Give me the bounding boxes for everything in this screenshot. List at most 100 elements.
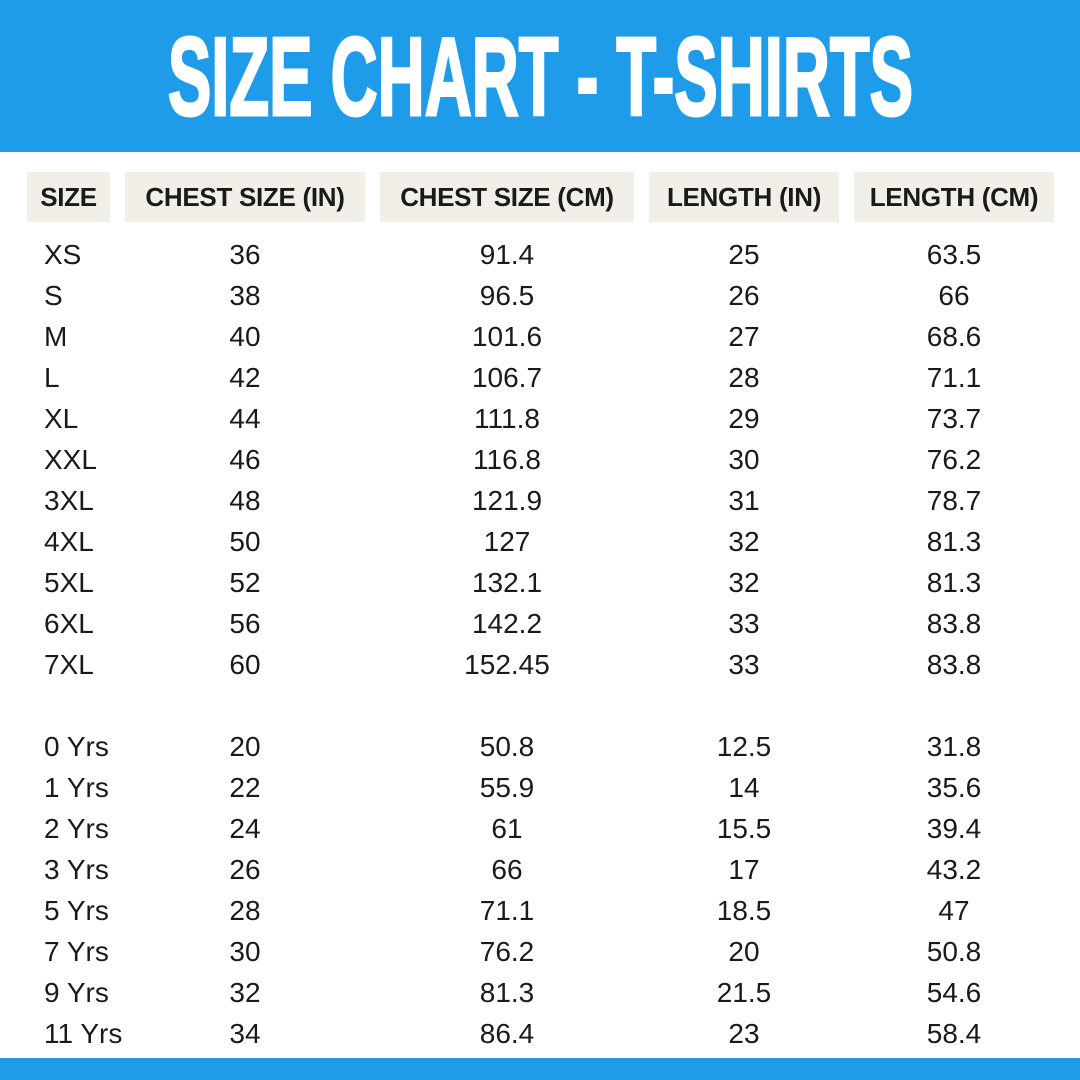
cell-chest-cm: 142.2 xyxy=(471,607,543,639)
cell-chest-in: 46 xyxy=(229,443,261,475)
cell-size: 1 Yrs xyxy=(44,771,109,803)
table-row: 3 Yrs 26 66 17 43.2 xyxy=(27,849,1054,890)
cell-length-cm: 54.6 xyxy=(926,976,982,1008)
cell-chest-cm: 66 xyxy=(491,853,523,885)
table-row: 2 Yrs 24 61 15.5 39.4 xyxy=(27,808,1054,849)
cell-size: 5 Yrs xyxy=(44,894,109,926)
table-header-row: SIZE CHEST SIZE (IN) CHEST SIZE (CM) LEN… xyxy=(27,172,1054,222)
cell-length-in: 20 xyxy=(728,935,760,967)
table-row: M 40 101.6 27 68.6 xyxy=(27,316,1054,357)
table-row: 9 Yrs 32 81.3 21.5 54.6 xyxy=(27,972,1054,1013)
cell-size: XXL xyxy=(44,443,97,475)
cell-length-cm: 81.3 xyxy=(926,525,982,557)
cell-chest-in: 20 xyxy=(229,730,261,762)
cell-chest-cm: 91.4 xyxy=(479,238,535,270)
cell-chest-in: 60 xyxy=(229,648,261,680)
cell-length-cm: 83.8 xyxy=(926,607,982,639)
table-row: 1 Yrs 22 55.9 14 35.6 xyxy=(27,767,1054,808)
table-row: 3XL 48 121.9 31 78.7 xyxy=(27,480,1054,521)
cell-chest-in: 34 xyxy=(229,1017,261,1049)
cell-length-in: 29 xyxy=(728,402,760,434)
cell-length-in: 31 xyxy=(728,484,760,516)
cell-chest-in: 48 xyxy=(229,484,261,516)
cell-length-in: 21.5 xyxy=(716,976,772,1008)
column-header-length-in: LENGTH (IN) xyxy=(649,172,839,222)
cell-size: 0 Yrs xyxy=(44,730,109,762)
cell-length-cm: 83.8 xyxy=(926,648,982,680)
cell-size: XS xyxy=(44,238,82,270)
cell-chest-in: 32 xyxy=(229,976,261,1008)
cell-length-cm: 66 xyxy=(938,279,970,311)
table-row: XS 36 91.4 25 63.5 xyxy=(27,234,1054,275)
cell-length-cm: 76.2 xyxy=(926,443,982,475)
cell-chest-cm: 81.3 xyxy=(479,976,535,1008)
table-row: L 42 106.7 28 71.1 xyxy=(27,357,1054,398)
cell-size: 4XL xyxy=(44,525,94,557)
cell-size: 6XL xyxy=(44,607,94,639)
cell-size: L xyxy=(44,361,60,393)
cell-length-in: 18.5 xyxy=(716,894,772,926)
cell-chest-cm: 106.7 xyxy=(471,361,543,393)
size-chart-table: SIZE CHEST SIZE (IN) CHEST SIZE (CM) LEN… xyxy=(0,152,1080,1054)
cell-length-in: 25 xyxy=(728,238,760,270)
cell-length-cm: 39.4 xyxy=(926,812,982,844)
cell-chest-in: 38 xyxy=(229,279,261,311)
cell-length-in: 32 xyxy=(728,566,760,598)
cell-length-cm: 73.7 xyxy=(926,402,982,434)
table-row: 11 Yrs 34 86.4 23 58.4 xyxy=(27,1013,1054,1054)
cell-chest-in: 22 xyxy=(229,771,261,803)
cell-chest-in: 56 xyxy=(229,607,261,639)
cell-chest-in: 36 xyxy=(229,238,261,270)
table-row: 5XL 52 132.1 32 81.3 xyxy=(27,562,1054,603)
table-body: XS 36 91.4 25 63.5 S 38 96.5 26 66 M 40 101.6 27 68.6 L… xyxy=(27,234,1054,1054)
cell-length-in: 27 xyxy=(728,320,760,352)
table-row: 6XL 56 142.2 33 83.8 xyxy=(27,603,1054,644)
cell-length-in: 17 xyxy=(728,853,760,885)
table-row: 0 Yrs 20 50.8 12.5 31.8 xyxy=(27,726,1054,767)
cell-chest-cm: 86.4 xyxy=(479,1017,535,1049)
cell-size: XL xyxy=(44,402,79,434)
table-row: 4XL 50 127 32 81.3 xyxy=(27,521,1054,562)
cell-length-in: 30 xyxy=(728,443,760,475)
cell-length-cm: 63.5 xyxy=(926,238,982,270)
cell-length-in: 14 xyxy=(728,771,760,803)
cell-length-cm: 31.8 xyxy=(926,730,982,762)
cell-length-in: 33 xyxy=(728,607,760,639)
cell-chest-cm: 96.5 xyxy=(479,279,535,311)
cell-length-cm: 43.2 xyxy=(926,853,982,885)
cell-size: 3XL xyxy=(44,484,94,516)
cell-chest-in: 44 xyxy=(229,402,261,434)
cell-size: 9 Yrs xyxy=(44,976,109,1008)
cell-chest-cm: 61 xyxy=(491,812,523,844)
cell-chest-cm: 50.8 xyxy=(479,730,535,762)
cell-size: 11 Yrs xyxy=(44,1017,123,1049)
cell-length-cm: 81.3 xyxy=(926,566,982,598)
table-row: XXL 46 116.8 30 76.2 xyxy=(27,439,1054,480)
cell-length-cm: 50.8 xyxy=(926,935,982,967)
cell-chest-cm: 116.8 xyxy=(473,443,541,475)
cell-chest-cm: 121.9 xyxy=(471,484,543,516)
column-header-chest-cm: CHEST SIZE (CM) xyxy=(380,172,634,222)
cell-chest-in: 50 xyxy=(229,525,261,557)
cell-size: 3 Yrs xyxy=(44,853,109,885)
table-row: 7 Yrs 30 76.2 20 50.8 xyxy=(27,931,1054,972)
cell-size: M xyxy=(44,320,68,352)
cell-length-in: 15.5 xyxy=(716,812,772,844)
cell-chest-cm: 111.8 xyxy=(474,402,540,434)
cell-chest-cm: 76.2 xyxy=(479,935,535,967)
cell-chest-in: 42 xyxy=(229,361,261,393)
cell-length-in: 33 xyxy=(728,648,760,680)
table-row: 7XL 60 152.45 33 83.8 xyxy=(27,644,1054,685)
cell-chest-in: 28 xyxy=(229,894,261,926)
cell-length-cm: 71.1 xyxy=(926,361,982,393)
cell-length-cm: 58.4 xyxy=(926,1017,982,1049)
page-title: SIZE CHART - T-SHIRTS xyxy=(166,12,913,140)
cell-chest-cm: 55.9 xyxy=(479,771,535,803)
table-row: XL 44 111.8 29 73.7 xyxy=(27,398,1054,439)
cell-length-in: 23 xyxy=(728,1017,760,1049)
cell-chest-in: 24 xyxy=(229,812,261,844)
column-header-length-cm: LENGTH (CM) xyxy=(854,172,1054,222)
table-row: 5 Yrs 28 71.1 18.5 47 xyxy=(27,890,1054,931)
cell-chest-in: 52 xyxy=(229,566,261,598)
cell-length-in: 26 xyxy=(728,279,760,311)
